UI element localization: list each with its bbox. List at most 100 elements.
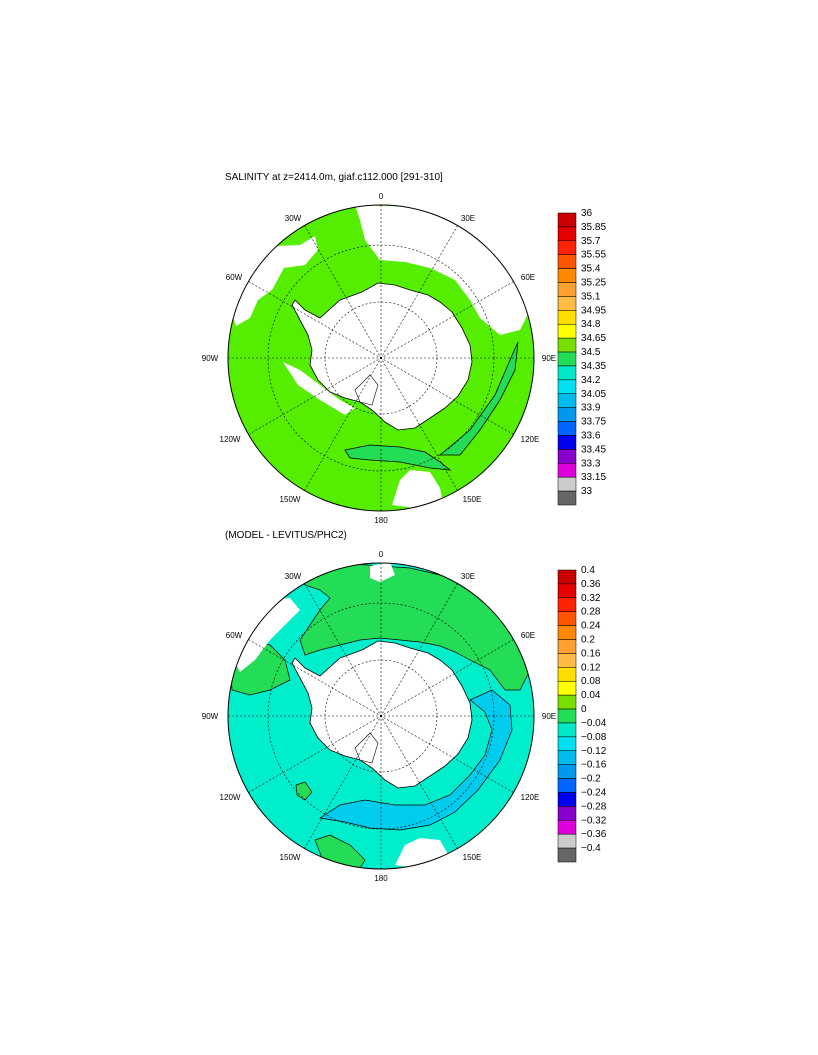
lon-label: 60E — [521, 631, 535, 640]
colorbar-swatch — [557, 569, 577, 585]
colorbar-label: 0.24 — [581, 621, 601, 632]
colorbar-label: 0.08 — [581, 676, 601, 687]
ross-ice-shelf — [354, 732, 379, 764]
negative-anomaly-band — [319, 689, 513, 831]
colorbar-label: 0.12 — [581, 662, 601, 673]
colorbar-label: −0.2 — [581, 774, 601, 785]
lon-label: 90E — [542, 354, 556, 363]
colorbar-swatch — [557, 625, 577, 640]
colorbar-label: 33 — [581, 486, 593, 497]
salinity-contour-region — [344, 444, 452, 471]
missing-data-region — [228, 598, 300, 672]
colorbar-label: −0.4 — [581, 843, 601, 854]
lon-label: 120E — [521, 793, 540, 802]
salinity-contour-region — [438, 341, 519, 456]
colorbar-swatch — [557, 449, 577, 464]
lon-label: 60E — [521, 273, 535, 282]
colorbar-swatch — [557, 806, 577, 821]
colorbar-label: 0.04 — [581, 690, 601, 701]
colorbar-swatch — [557, 379, 577, 395]
colorbar-swatch — [557, 680, 577, 696]
pole-marker — [379, 714, 383, 718]
colorbar-label: −0.28 — [581, 801, 607, 812]
colorbar-swatch — [557, 463, 577, 478]
missing-data-region — [392, 470, 445, 511]
salinity-map: 0 30E 60E 90E 120E 150E 180 150W 120W 90… — [202, 192, 556, 525]
colorbar-swatch — [557, 583, 577, 599]
lon-label: 30W — [285, 214, 302, 223]
lon-label: 150W — [280, 853, 301, 862]
colorbar-label: 35.55 — [581, 250, 606, 261]
colorbar-label: 33.6 — [581, 430, 601, 441]
colorbar-swatch — [557, 847, 577, 863]
colorbar-label: 36 — [581, 208, 593, 219]
colorbar-swatch — [557, 722, 577, 738]
colorbar-label: −0.08 — [581, 732, 607, 743]
panel-2-title: (MODEL - LEVITUS/PHC2) — [225, 530, 347, 541]
colorbar-swatch — [557, 667, 577, 682]
lon-label: 150W — [280, 495, 301, 504]
difference-colorbar: 0.4 0.36 0.32 0.28 0.24 0.2 0.16 0.12 0.08 0.04 0 −… — [557, 565, 607, 863]
lon-label: 150E — [463, 495, 482, 504]
colorbar-swatch — [557, 323, 577, 339]
colorbar-label: 33.3 — [581, 458, 601, 469]
colorbar-swatch — [557, 736, 577, 752]
colorbar-label: 33.15 — [581, 472, 606, 483]
map-border — [227, 562, 535, 870]
colorbar-label: 34.8 — [581, 319, 601, 330]
colorbar-swatch — [557, 653, 577, 668]
colorbar-swatch — [557, 337, 577, 353]
lon-label: 150E — [463, 853, 482, 862]
colorbar-swatch — [557, 254, 577, 269]
missing-data-region — [355, 205, 530, 335]
colorbar-swatch — [557, 268, 577, 283]
ross-ice-shelf — [354, 374, 379, 406]
lon-label: 60W — [226, 273, 243, 282]
colorbar-swatch — [557, 490, 577, 506]
lon-label: 30W — [285, 572, 302, 581]
colorbar-swatch — [557, 435, 577, 450]
colorbar-label: 35.4 — [581, 264, 601, 275]
colorbar-label: −0.36 — [581, 829, 607, 840]
colorbar-swatch — [557, 708, 577, 724]
colorbar-label: 33.75 — [581, 417, 606, 428]
colorbar-swatch — [557, 764, 577, 779]
colorbar-label: 33.9 — [581, 403, 601, 414]
lon-label: 90E — [542, 712, 556, 721]
colorbar-swatch — [557, 240, 577, 255]
colorbar-label: 35.1 — [581, 291, 601, 302]
pole-marker — [379, 356, 383, 360]
difference-map: 0 30E 60E 90E 120E 150E 180 150W 120W 90… — [202, 550, 556, 883]
lon-label: 30E — [461, 572, 475, 581]
lon-label: 180 — [374, 516, 388, 525]
colorbar-label: −0.24 — [581, 787, 607, 798]
missing-data-region — [228, 236, 318, 326]
colorbar-label: 34.65 — [581, 333, 606, 344]
lon-label: 90W — [202, 712, 219, 721]
lon-label: 0 — [379, 192, 384, 201]
missing-data-region — [370, 563, 395, 582]
positive-anomaly-region — [295, 781, 313, 801]
colorbar-label: −0.32 — [581, 815, 607, 826]
colorbar-label: 0.36 — [581, 579, 601, 590]
colorbar-swatch — [557, 212, 577, 228]
map-border — [227, 204, 535, 512]
lon-label: 30E — [461, 214, 475, 223]
colorbar-swatch — [557, 310, 577, 325]
colorbar-swatch — [557, 226, 577, 242]
colorbar-swatch — [557, 421, 577, 436]
colorbar-label: 33.45 — [581, 444, 606, 455]
colorbar-swatch — [557, 597, 577, 612]
colorbar-label: 0.28 — [581, 607, 601, 618]
antarctica-landmass — [291, 282, 473, 431]
colorbar-swatch — [557, 393, 577, 408]
missing-data-region — [283, 362, 355, 415]
colorbar-label: 35.7 — [581, 236, 601, 247]
colorbar-label: 0.32 — [581, 593, 601, 604]
colorbar-label: −0.04 — [581, 718, 607, 729]
colorbar-label: 0.4 — [581, 565, 595, 576]
colorbar-label: 0 — [581, 704, 587, 715]
lon-label: 180 — [374, 874, 388, 883]
colorbar-label: 0.16 — [581, 648, 601, 659]
colorbar-swatch — [557, 820, 577, 835]
